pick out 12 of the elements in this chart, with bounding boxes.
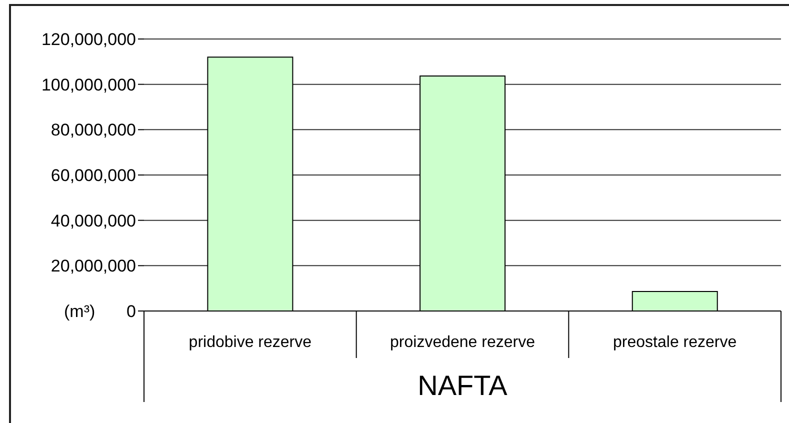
y-tick-label: 60,000,000 bbox=[50, 166, 136, 186]
x-axis-title: NAFTA bbox=[418, 370, 508, 401]
x-tick-label: proizvedene rezerve bbox=[390, 334, 536, 351]
y-tick-label: 20,000,000 bbox=[50, 256, 136, 276]
y-tick-label: 0 bbox=[126, 302, 136, 322]
y-tick-label: 80,000,000 bbox=[50, 120, 136, 140]
y-tick-label: 100,000,000 bbox=[41, 75, 136, 94]
y-tick-label: 40,000,000 bbox=[50, 211, 136, 230]
x-tick-label: preostale rezerve bbox=[613, 334, 737, 351]
x-tick-label: pridobive rezerve bbox=[188, 334, 312, 351]
y-tick-label: 120,000,000 bbox=[41, 30, 136, 50]
y-axis-title: (m³) bbox=[64, 302, 96, 321]
